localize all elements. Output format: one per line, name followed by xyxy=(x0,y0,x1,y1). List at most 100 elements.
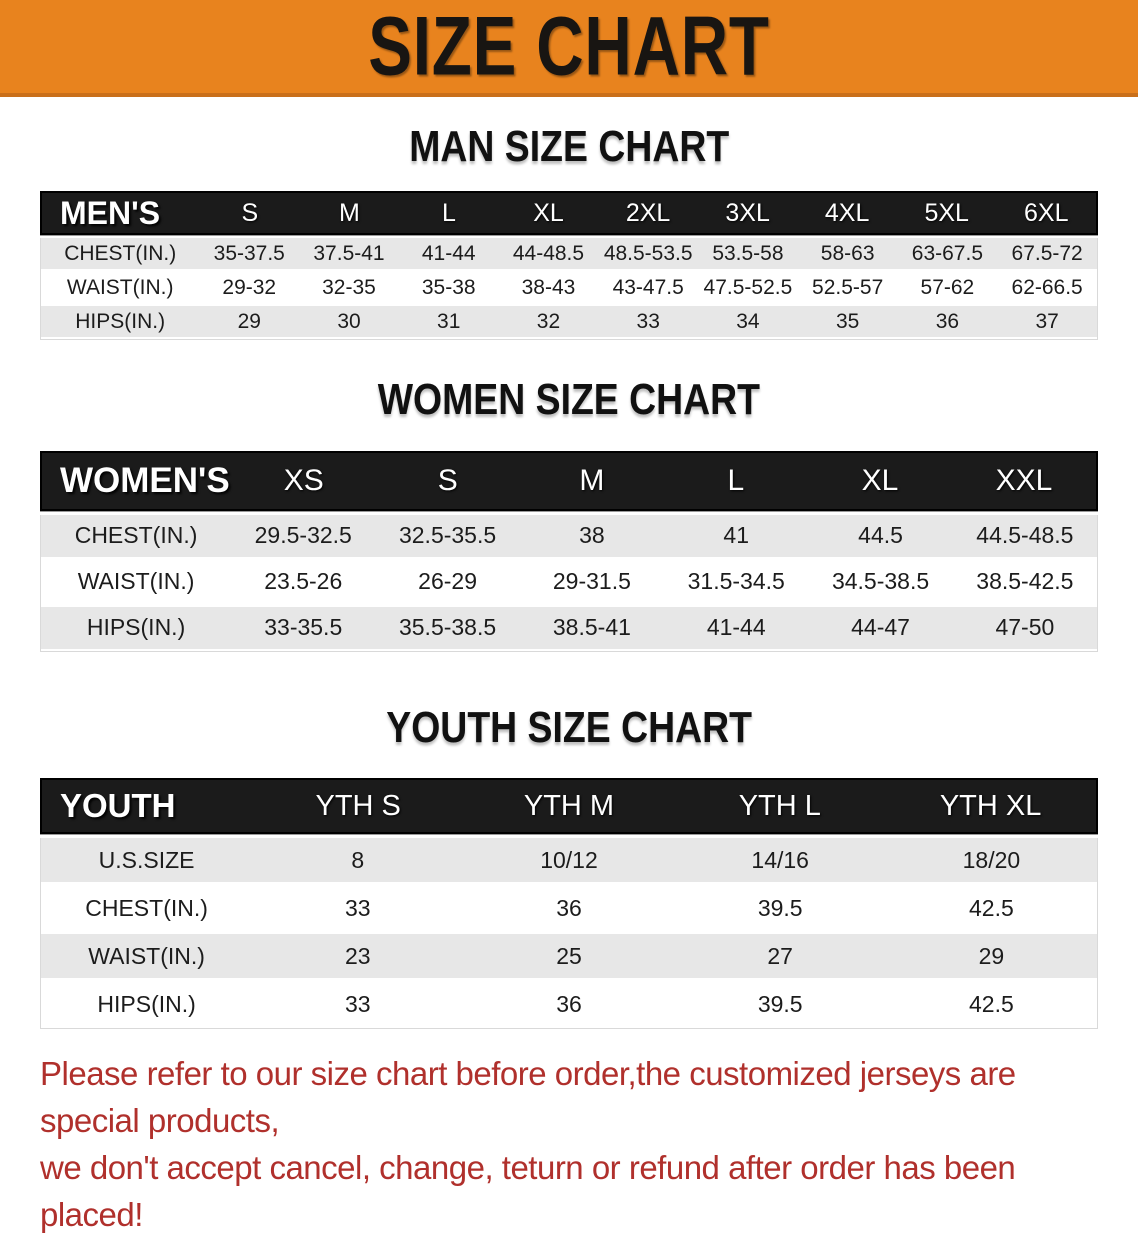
size-column-header: YTH S xyxy=(315,789,401,822)
size-column-header: L xyxy=(727,463,745,497)
size-cell: 25 xyxy=(556,942,582,969)
table-header-label: MEN'S xyxy=(60,194,161,231)
size-column-header: M xyxy=(339,198,360,227)
size-column-header: 4XL xyxy=(824,198,870,227)
size-column-header: XXL xyxy=(995,463,1053,497)
men-section-title: MAN SIZE CHART xyxy=(409,122,729,171)
size-cell: 42.5 xyxy=(969,894,1014,921)
size-cell: 63-67.5 xyxy=(911,241,984,265)
table-row: CHEST(IN.) 29.5-32.5 32.5-35.5 38 41 44.5 44.5… xyxy=(41,514,1097,557)
disclaimer: Please refer to our size chart before or… xyxy=(40,1051,1098,1238)
table-row: U.S.SIZE 8 10/12 14/16 18/20 xyxy=(41,838,1097,883)
size-cell: 29-32 xyxy=(222,275,277,299)
size-column-header: S xyxy=(437,463,458,497)
size-cell: 36 xyxy=(935,309,960,333)
size-column-header: 5XL xyxy=(924,198,969,227)
size-cell: 41-44 xyxy=(706,614,766,641)
youth-title-wrap: YOUTH SIZE CHART xyxy=(0,702,1138,752)
table-header: WOMEN'S XS S M L XL XXL xyxy=(40,450,1098,511)
row-label: HIPS(IN.) xyxy=(97,990,196,1017)
size-column-header: XL xyxy=(861,463,899,497)
size-column-header: 3XL xyxy=(725,198,770,227)
size-cell: 29 xyxy=(237,309,261,333)
size-cell: 23.5-26 xyxy=(264,568,343,595)
size-cell: 43-47.5 xyxy=(612,275,684,299)
row-label: U.S.SIZE xyxy=(98,846,195,873)
size-cell: 31 xyxy=(437,309,461,333)
size-cell: 14/16 xyxy=(751,846,809,873)
banner-title: SIZE CHART xyxy=(368,0,770,93)
size-cell: 35-37.5 xyxy=(213,241,285,265)
table-row: HIPS(IN.) 33 36 39.5 42.5 xyxy=(41,982,1097,1027)
size-cell: 35 xyxy=(835,309,860,333)
size-column-header: L xyxy=(442,198,456,227)
women-section-title: WOMEN SIZE CHART xyxy=(377,375,761,425)
size-cell: 27 xyxy=(767,942,793,969)
size-column-header: XL xyxy=(533,198,564,227)
table-body: CHEST(IN.) 35-37.5 37.5-41 41-44 44-48.5 48.5… xyxy=(40,238,1098,341)
table-row: HIPS(IN.) 29 30 31 32 33 34 35 36 37 xyxy=(41,306,1097,338)
size-cell: 32-35 xyxy=(322,275,376,299)
size-cell: 36 xyxy=(556,894,582,921)
size-cell: 39.5 xyxy=(757,990,803,1017)
size-column-header: S xyxy=(241,198,259,227)
women-title-wrap: WOMEN SIZE CHART xyxy=(0,375,1138,425)
row-label: WAIST(IN.) xyxy=(88,942,205,969)
size-cell: 48.5-53.5 xyxy=(603,241,693,265)
women-size-table: WOMEN'S XS S M L XL XXL CHEST(IN.) 29.5-32.5 32.5… xyxy=(40,450,1098,652)
size-column-header: M xyxy=(579,463,605,497)
size-cell: 37.5-41 xyxy=(313,241,385,265)
size-cell: 33 xyxy=(344,894,371,921)
size-cell: 36 xyxy=(556,990,582,1017)
size-cell: 67.5-72 xyxy=(1011,241,1083,265)
size-cell: 35-38 xyxy=(421,275,476,299)
row-label: CHEST(IN.) xyxy=(74,522,198,549)
row-label: HIPS(IN.) xyxy=(75,309,166,333)
size-cell: 23 xyxy=(344,942,371,969)
size-cell: 30 xyxy=(337,309,361,333)
table-row: HIPS(IN.) 33-35.5 35.5-38.5 38.5-41 41-44 44-… xyxy=(41,606,1097,649)
table-row: WAIST(IN.) 23 25 27 29 xyxy=(41,934,1097,979)
size-cell: 10/12 xyxy=(540,846,598,873)
size-cell: 31.5-34.5 xyxy=(687,568,785,595)
table-row: CHEST(IN.) 33 36 39.5 42.5 xyxy=(41,886,1097,931)
size-cell: 41 xyxy=(723,522,750,549)
size-cell: 44.5 xyxy=(858,522,903,549)
size-cell: 47.5-52.5 xyxy=(703,275,793,299)
size-cell: 62-66.5 xyxy=(1011,275,1083,299)
section-women: WOMEN SIZE CHART WOMEN'S XS S M L XL XXL CHEST(… xyxy=(0,375,1138,652)
size-cell: 44-48.5 xyxy=(512,241,585,265)
size-cell: 32.5-35.5 xyxy=(398,522,497,549)
size-cell: 29 xyxy=(978,942,1005,969)
size-column-header: 2XL xyxy=(625,198,671,227)
size-cell: 39.5 xyxy=(757,894,803,921)
size-cell: 34.5-38.5 xyxy=(831,568,930,595)
table-row: CHEST(IN.) 35-37.5 37.5-41 41-44 44-48.5 48.5… xyxy=(41,238,1097,270)
size-cell: 32 xyxy=(536,309,561,333)
size-column-header: XS xyxy=(283,463,324,497)
section-men: MAN SIZE CHART MEN'S S M L XL 2XL 3XL 4XL 5XL 6XL… xyxy=(0,122,1138,341)
table-header: YOUTH YTH S YTH M YTH L YTH XL xyxy=(40,778,1098,835)
row-label: WAIST(IN.) xyxy=(66,275,174,299)
size-cell: 41-44 xyxy=(421,241,476,265)
banner: SIZE CHART xyxy=(0,0,1138,97)
size-cell: 33 xyxy=(636,309,660,333)
men-size-table: MEN'S S M L XL 2XL 3XL 4XL 5XL 6XL CHEST(IN.) 35-37… xyxy=(40,191,1098,341)
youth-section-title: YOUTH SIZE CHART xyxy=(386,702,752,752)
size-column-header: YTH M xyxy=(523,789,615,822)
table-body: U.S.SIZE 8 10/12 14/16 18/20 CHEST(IN.) 33 36 39… xyxy=(40,838,1098,1030)
size-cell: 53.5-58 xyxy=(712,241,784,265)
size-cell: 38-43 xyxy=(521,275,576,299)
table-body: CHEST(IN.) 29.5-32.5 32.5-35.5 38 41 44.5 44.5… xyxy=(40,514,1098,652)
size-cell: 18/20 xyxy=(962,846,1021,873)
size-cell: 57-62 xyxy=(920,275,975,299)
size-cell: 44.5-48.5 xyxy=(976,522,1074,549)
section-youth: YOUTH SIZE CHART YOUTH YTH S YTH M YTH L YTH… xyxy=(0,702,1138,1030)
row-label: WAIST(IN.) xyxy=(77,568,195,595)
men-title-wrap: MAN SIZE CHART xyxy=(0,122,1138,171)
row-label: CHEST(IN.) xyxy=(64,241,177,265)
disclaimer-line-1: Please refer to our size chart before or… xyxy=(40,1055,1016,1140)
size-cell: 47-50 xyxy=(995,614,1055,641)
size-cell: 38.5-42.5 xyxy=(976,568,1074,595)
